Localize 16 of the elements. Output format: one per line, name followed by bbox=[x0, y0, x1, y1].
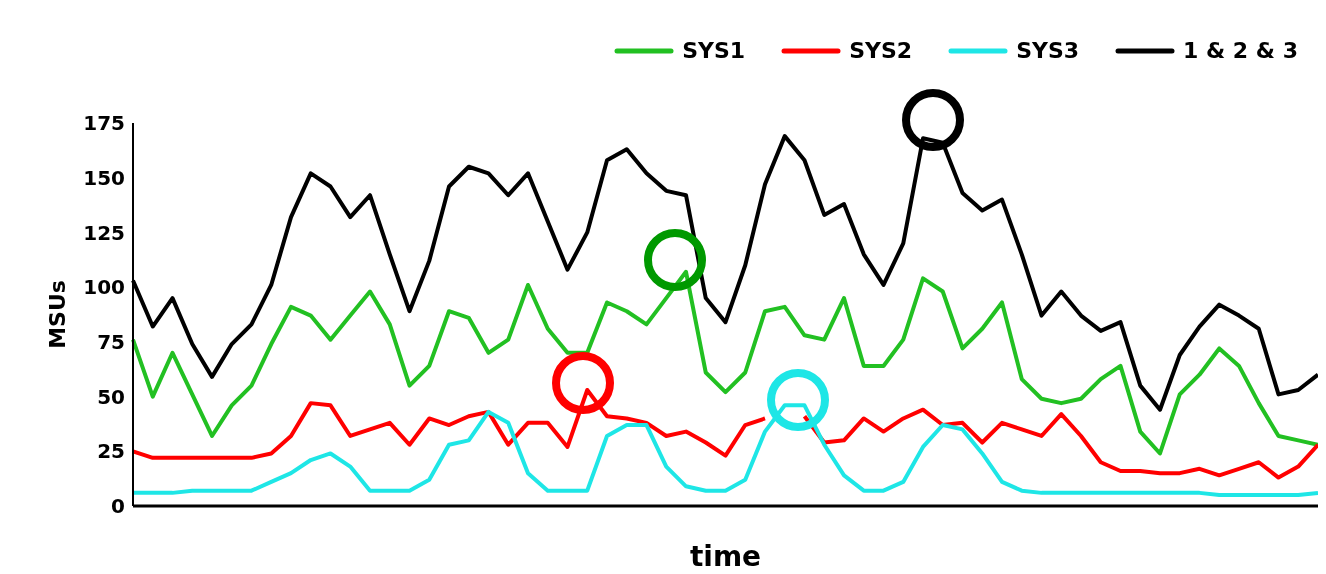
y-tick-label: 100 bbox=[83, 275, 125, 300]
x-axis-title: time bbox=[689, 540, 762, 573]
y-tick-label: 150 bbox=[83, 165, 125, 190]
y-tick-label: 125 bbox=[83, 220, 125, 245]
y-axis-title: MSUs bbox=[44, 280, 70, 349]
y-tick-label: 75 bbox=[97, 329, 125, 354]
legend-label: SYS1 bbox=[682, 38, 746, 63]
y-tick-label: 25 bbox=[97, 439, 125, 464]
legend-label: SYS3 bbox=[1016, 38, 1080, 63]
line-series bbox=[131, 269, 1318, 456]
legend-label: 1 & 2 & 3 bbox=[1183, 38, 1298, 63]
y-tick-label: 0 bbox=[111, 494, 125, 519]
y-tick-label: 50 bbox=[97, 384, 125, 409]
y-tick-label: 175 bbox=[83, 111, 125, 136]
line-series bbox=[131, 403, 1318, 498]
legend-label: SYS2 bbox=[849, 38, 913, 63]
